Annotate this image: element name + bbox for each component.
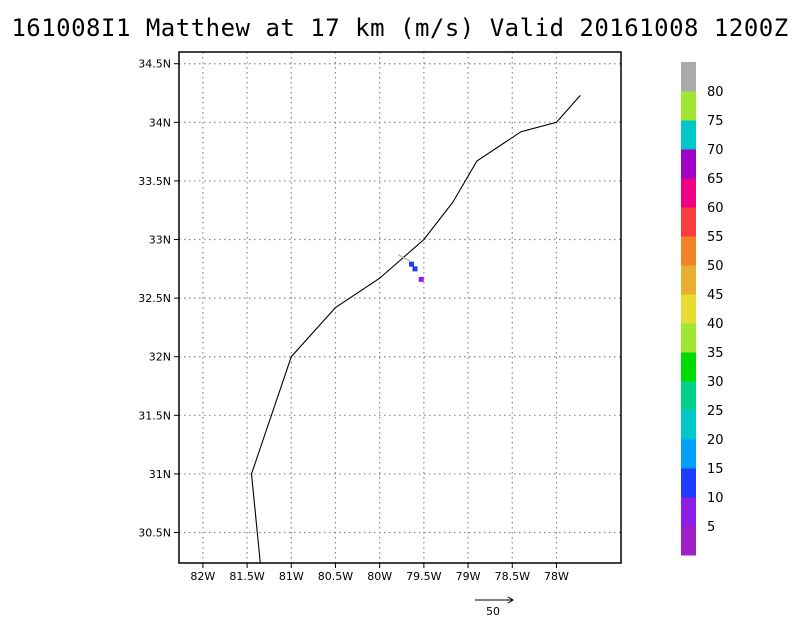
colorbar-tick-label: 70 — [707, 143, 724, 158]
colorbar-tick-label: 40 — [707, 317, 724, 332]
colorbar-segment — [681, 149, 696, 179]
x-tick-label: 82W — [190, 570, 215, 583]
colorbar-segment — [681, 236, 696, 266]
y-tick-label: 31N — [149, 468, 171, 481]
colorbar: 5 10 15 20 25 30 35 40 45 50 55 60 65 70 75 80 — [681, 62, 724, 556]
y-tick-label: 34.5N — [138, 58, 171, 71]
colorbar-segment — [681, 468, 696, 498]
y-tick-label: 34N — [149, 116, 171, 129]
colorbar-segment — [681, 265, 696, 295]
colorbar-tick-label: 5 — [707, 520, 715, 535]
y-tick-label: 32N — [149, 351, 171, 364]
colorbar-tick-label: 80 — [707, 85, 724, 100]
x-tick-label: 81.5W — [229, 570, 264, 583]
x-tick-label: 78.5W — [495, 570, 530, 583]
colorbar-segment — [681, 439, 696, 469]
x-tick-label: 81W — [279, 570, 304, 583]
colorbar-tick-label: 50 — [707, 259, 724, 274]
colorbar-segment — [681, 120, 696, 150]
colorbar-tick-label: 60 — [707, 201, 724, 216]
colorbar-segment — [681, 294, 696, 324]
colorbar-segment — [681, 323, 696, 353]
colorbar-segment — [681, 381, 696, 411]
chart-title: 161008I1 Matthew at 17 km (m/s) Valid 20… — [11, 14, 789, 42]
vector-key-arrowhead — [507, 596, 514, 604]
x-tick-label: 78W — [544, 570, 569, 583]
y-tick-label: 31.5N — [138, 409, 171, 422]
colorbar-segment — [681, 178, 696, 208]
colorbar-tick-label: 30 — [707, 375, 724, 390]
y-tick-label: 33.5N — [138, 175, 171, 188]
x-tick-label: 79W — [456, 570, 481, 583]
plot-frame — [178, 51, 622, 564]
colorbar-tick-label: 65 — [707, 172, 724, 187]
colorbar-segment — [681, 62, 696, 92]
colorbar-segment — [681, 207, 696, 237]
colorbar-segment — [681, 497, 696, 527]
colorbar-segment — [681, 526, 696, 556]
colorbar-tick-label: 15 — [707, 462, 724, 477]
colorbar-tick-label: 75 — [707, 114, 724, 129]
y-tick-label: 33N — [149, 234, 171, 247]
wind-cell — [412, 266, 418, 272]
colorbar-tick-label: 25 — [707, 404, 724, 419]
wind-vectors — [397, 254, 410, 262]
y-tick-label: 30.5N — [138, 527, 171, 540]
vector-key: 50 — [475, 596, 514, 618]
wind-cells — [408, 261, 424, 282]
colorbar-segment — [681, 352, 696, 382]
x-axis-ticks: 82W 81.5W 81W 80.5W 80W 79.5W 79W 78.5W 78W — [190, 563, 569, 583]
colorbar-tick-label: 45 — [707, 288, 724, 303]
x-tick-label: 80.5W — [318, 570, 353, 583]
vector-key-label: 50 — [486, 605, 500, 618]
x-tick-label: 80W — [367, 570, 392, 583]
colorbar-segment — [681, 410, 696, 440]
coastline-path — [250, 95, 581, 564]
colorbar-tick-label: 55 — [707, 230, 724, 245]
wind-cell — [408, 261, 414, 267]
y-tick-label: 32.5N — [138, 292, 171, 305]
grid-lines — [179, 52, 621, 563]
colorbar-tick-label: 20 — [707, 433, 724, 448]
y-axis-ticks: 30.5N 31N 31.5N 32N 32.5N 33N 33.5N 34N 34.5N — [138, 58, 179, 540]
wind-cell — [418, 276, 424, 282]
colorbar-segment — [681, 91, 696, 121]
wind-vector — [397, 254, 410, 262]
colorbar-tick-label: 35 — [707, 346, 724, 361]
x-tick-label: 79.5W — [406, 570, 441, 583]
coastline — [250, 95, 581, 564]
colorbar-tick-label: 10 — [707, 491, 724, 506]
